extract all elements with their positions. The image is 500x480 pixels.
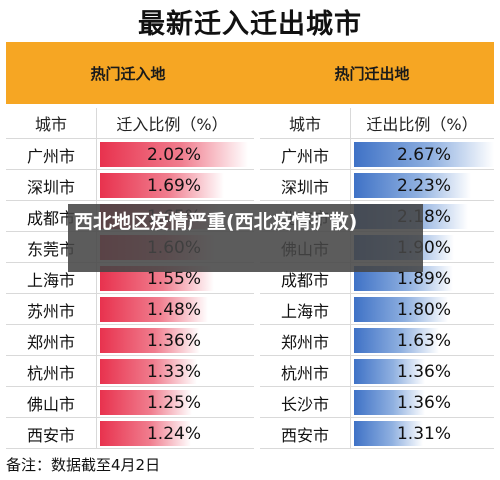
outbound-value-label: 1.31% <box>396 423 451 444</box>
outbound-city-label: 西安市 <box>280 425 329 445</box>
outbound-value-label: 2.67% <box>396 144 451 165</box>
outbound-row-divider <box>260 417 494 418</box>
outbound-bar <box>354 390 425 415</box>
outbound-city-label: 长沙市 <box>280 394 329 414</box>
outbound-column-divider <box>350 108 351 449</box>
inbound-city-header: 城市 <box>34 115 67 134</box>
outbound-bar <box>354 421 423 446</box>
data-note: 备注：数据截至4月2日 <box>6 455 161 474</box>
inbound-row-divider <box>6 386 254 387</box>
outbound-row-divider <box>260 169 494 170</box>
inbound-value-label: 1.24% <box>146 423 201 444</box>
inbound-bar <box>100 328 200 353</box>
inbound-city-label: 成都市 <box>26 208 75 228</box>
outbound-city-label: 上海市 <box>280 301 329 321</box>
inbound-ratio-header: 迁入比例（%） <box>116 115 228 134</box>
inbound-city-label: 郑州市 <box>26 332 75 352</box>
outbound-header-divider <box>260 138 494 139</box>
inbound-row-divider <box>6 200 254 201</box>
outbound-row-divider <box>260 448 494 449</box>
outbound-city-label: 郑州市 <box>280 332 329 352</box>
inbound-bar <box>100 421 191 446</box>
inbound-city-label: 苏州市 <box>26 301 75 321</box>
outbound-bar <box>354 297 448 322</box>
inbound-row-divider <box>6 293 254 294</box>
inbound-city-label: 杭州市 <box>26 363 75 383</box>
inbound-value-label: 1.55% <box>146 268 201 289</box>
outbound-value-label: 2.23% <box>396 175 451 196</box>
outbound-city-label: 广州市 <box>280 146 329 166</box>
inbound-bar <box>100 297 208 322</box>
inbound-row-divider <box>6 355 254 356</box>
inbound-group-label: 热门迁入地 <box>90 64 166 83</box>
header-band: 热门迁入地 热门迁出地 <box>6 42 494 104</box>
outbound-value-label: 1.36% <box>396 361 451 382</box>
outbound-row-divider <box>260 355 494 356</box>
inbound-value-label: 1.69% <box>146 175 201 196</box>
inbound-value-label: 1.25% <box>146 392 201 413</box>
inbound-bar <box>100 359 197 384</box>
outbound-value-label: 1.80% <box>396 299 451 320</box>
inbound-city-label: 佛山市 <box>26 394 75 414</box>
outbound-city-header: 城市 <box>288 115 321 134</box>
inbound-city-label: 深圳市 <box>26 177 75 197</box>
outbound-bar <box>354 328 439 353</box>
inbound-bar <box>100 173 224 198</box>
inbound-bar <box>100 142 248 167</box>
outbound-row-divider <box>260 293 494 294</box>
overlay-headline: 西北地区疫情严重(西北疫情扩散) <box>74 211 358 233</box>
outbound-value-label: 1.63% <box>396 330 451 351</box>
outbound-row-divider <box>260 200 494 201</box>
outbound-bar <box>354 173 471 198</box>
inbound-row-divider <box>6 324 254 325</box>
outbound-bar <box>354 142 494 167</box>
headline-overlay: 西北地区疫情严重(西北疫情扩散) <box>68 204 423 272</box>
outbound-city-label: 杭州市 <box>280 363 329 383</box>
inbound-city-label: 东莞市 <box>26 239 75 259</box>
inbound-column-divider <box>96 108 97 449</box>
inbound-row-divider <box>6 417 254 418</box>
inbound-bar <box>100 390 192 415</box>
outbound-city-label: 成都市 <box>280 270 329 290</box>
inbound-row-divider <box>6 169 254 170</box>
inbound-row-divider <box>6 448 254 449</box>
outbound-bar <box>354 359 425 384</box>
inbound-city-label: 西安市 <box>26 425 75 445</box>
outbound-ratio-header: 迁出比例（%） <box>366 115 478 134</box>
inbound-value-label: 2.02% <box>146 144 201 165</box>
outbound-row-divider <box>260 324 494 325</box>
outbound-value-label: 1.36% <box>396 392 451 413</box>
inbound-value-label: 1.33% <box>146 361 201 382</box>
outbound-row-divider <box>260 386 494 387</box>
inbound-header-divider <box>6 138 254 139</box>
outbound-value-label: 1.89% <box>396 268 451 289</box>
inbound-value-label: 1.36% <box>146 330 201 351</box>
page-title: 最新迁入迁出城市 <box>138 8 362 40</box>
outbound-city-label: 深圳市 <box>280 177 329 197</box>
outbound-group-label: 热门迁出地 <box>334 64 410 83</box>
inbound-value-label: 1.48% <box>146 299 201 320</box>
inbound-city-label: 上海市 <box>26 270 75 290</box>
inbound-city-label: 广州市 <box>26 146 75 166</box>
